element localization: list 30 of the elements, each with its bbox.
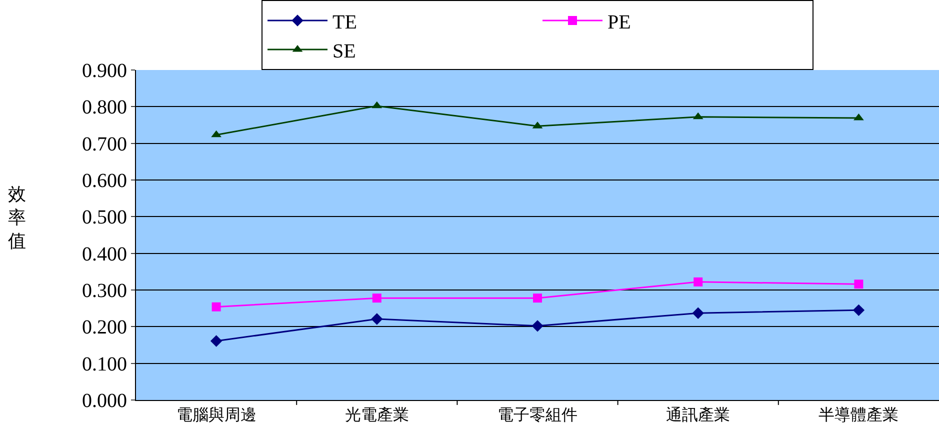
legend-label: SE xyxy=(332,40,356,62)
point xyxy=(852,304,865,316)
y-tick-label: 0.800 xyxy=(82,96,127,119)
point xyxy=(692,307,704,319)
x-tick-label: 半導體產業 xyxy=(818,405,899,424)
y-tick-label: 0.400 xyxy=(82,243,127,266)
point xyxy=(694,277,703,286)
y-tick-label: 0.500 xyxy=(82,206,127,229)
y-tick-label: 0.700 xyxy=(82,133,127,156)
point xyxy=(210,335,222,347)
y-tick-label: 0.200 xyxy=(82,316,127,339)
point xyxy=(532,320,544,332)
point xyxy=(211,130,222,138)
point xyxy=(371,313,383,325)
x-tick-label: 電子零組件 xyxy=(498,405,578,424)
x-tick-label: 通訊產業 xyxy=(666,405,730,424)
x-tick-label: 電腦與周邊 xyxy=(176,405,256,424)
y-tick-label: 0.300 xyxy=(82,280,127,302)
point xyxy=(372,294,382,303)
y-axis-title: 效率值 xyxy=(8,184,26,252)
y-tick-label: 0.900 xyxy=(82,60,127,82)
point xyxy=(854,280,864,289)
point xyxy=(533,294,542,303)
x-tick-label: 光電產業 xyxy=(344,405,409,424)
y-tick-label: 0.100 xyxy=(82,353,127,376)
legend-label: TE xyxy=(332,11,357,34)
point xyxy=(212,302,221,312)
legend-label: PE xyxy=(608,11,631,34)
y-tick-label: 0.000 xyxy=(82,390,127,412)
y-tick-label: 0.600 xyxy=(82,170,127,192)
